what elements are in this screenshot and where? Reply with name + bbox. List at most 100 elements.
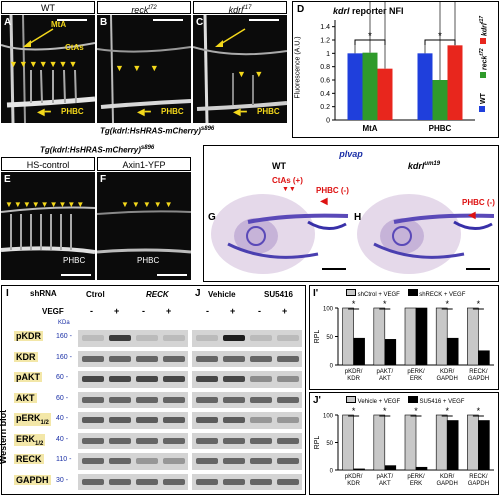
chart-d-title-rest: reporter NFI: [349, 6, 404, 16]
treat-7: -: [258, 306, 261, 316]
x-category-label: KDR/: [440, 474, 455, 480]
x-category-label: RECK/: [469, 474, 488, 480]
blot-band: [136, 396, 158, 403]
x-category-label: pKDR/: [345, 474, 363, 480]
panel-b-image: B ▼ ▼ ▼ PHBC ◀━: [97, 15, 191, 123]
blot-row-reck: RECK 110 -: [2, 451, 305, 472]
blot-band: [277, 396, 299, 403]
panel-f-title: Axin1-YFP: [97, 157, 191, 171]
bar: [478, 350, 490, 366]
scale-bar-g: [322, 268, 346, 270]
y-tick-label: 1.2: [320, 38, 330, 45]
legend-j-swatch-1: [346, 396, 356, 403]
panel-c-image: C ▼ ▼ PHBC ◀━: [193, 15, 287, 123]
significance-bracket: [424, 39, 456, 45]
panel-b-title-sup: t72: [148, 5, 157, 11]
treat-6: +: [230, 306, 236, 316]
blot-band: [136, 355, 158, 362]
scale-bar-h: [466, 268, 490, 270]
legend-kdrl: kdrlt17: [479, 16, 488, 44]
treat-3: -: [142, 306, 145, 316]
scale-bar-c: [249, 19, 279, 21]
phbc-arrow-icon: ◀━: [233, 107, 247, 118]
x-category-label: GAPDH: [437, 376, 458, 382]
blot-kda-value: 160 -: [56, 333, 72, 340]
blot-strip: [78, 391, 188, 408]
blot-band: [277, 417, 299, 424]
significance-star: *: [445, 406, 449, 416]
bar: [435, 307, 448, 366]
panel-e-title: HS-control: [1, 157, 95, 171]
x-category-label: GAPDH: [437, 481, 458, 487]
blot-protein-sub: 1/2: [35, 440, 44, 447]
mid-caption: Tg(kdrl:HsHRAS-mCherry)s896: [40, 145, 154, 155]
blot-kda-value: 160 -: [56, 353, 72, 361]
blot-band: [163, 335, 185, 342]
vessel-image-b: [97, 15, 191, 123]
significance-star: *: [352, 406, 356, 416]
blot-band: [196, 355, 218, 362]
bar-mta-2: [377, 68, 393, 120]
significance-star: *: [477, 299, 481, 309]
legend-j-label-1: Vehicle + VEGF: [357, 399, 401, 405]
blot-band: [196, 458, 218, 465]
mta-arrow-icon: [215, 28, 246, 47]
vessel-image-a: [1, 15, 95, 123]
blot-band: [223, 396, 245, 403]
ctas-plus-label: CtAs (+): [272, 176, 303, 185]
treat-2: +: [114, 306, 120, 316]
blot-strip: [192, 330, 302, 347]
mta-label: MtA: [51, 20, 67, 29]
blot-band: [136, 458, 158, 465]
blot-strip: [192, 473, 302, 490]
blot-band: [136, 478, 158, 485]
bar: [435, 414, 448, 471]
panel-letter-d: D: [297, 4, 305, 15]
insitu-title: plvap: [339, 149, 363, 159]
panel-c-title-sup: t17: [243, 5, 252, 11]
mta-arrow-icon: [23, 28, 54, 47]
bar-phbc-2: [447, 45, 463, 121]
blot-band: [109, 376, 131, 383]
blot-band: [223, 376, 245, 383]
scale-bar-a: [57, 19, 87, 21]
phbc-arrow-icon: ◀: [468, 210, 476, 221]
panel-letter-j: J: [195, 288, 201, 299]
blot-rows: pKDR 160 - KDR 160 - pAKT 60 - AKT 60 - pERK1/2 4…: [2, 328, 305, 494]
legend-i-label-2: shRECK + VEGF: [419, 292, 466, 298]
bar-mta-0: [347, 53, 363, 121]
y-tick-label: 100: [323, 307, 334, 313]
arrowheads-f: ▼▼▼▼▼: [121, 200, 176, 209]
panel-e: HS-control E ▼▼▼▼▼▼▼▼▼ PHBC: [1, 157, 95, 280]
legend-kdrl-text: kdrl: [481, 23, 489, 36]
ctas-arrowheads: ▼▼: [282, 186, 296, 193]
y-tick-label: 0.8: [320, 64, 330, 71]
significance-star: *: [414, 406, 418, 416]
bar: [467, 414, 479, 471]
bar: [467, 307, 479, 366]
blot-band: [250, 396, 272, 403]
blot-strip: [192, 391, 302, 408]
x-category-label: KDR/: [440, 369, 455, 375]
panel-c-title-text: kdrl: [228, 5, 244, 15]
bar: [415, 466, 428, 471]
panel-letter-i: I: [6, 288, 9, 299]
y-tick-label: 0: [330, 364, 334, 370]
panel-a-image: A MtA CtAs ▼▼▼▼▼▼▼ PHBC ◀━: [1, 15, 95, 123]
blot-protein-label: KDR: [14, 351, 38, 362]
panel-d: D kdrl reporter NFI 0 0.2 0.4 0.6 0.8 1 1.2 1.4…: [292, 1, 499, 138]
phbc-label-f: PHBC: [137, 256, 160, 265]
blot-strip: [78, 371, 188, 388]
mid-caption-text: Tg(kdrl:HsHRAS-mCherry): [40, 145, 141, 155]
bar: [353, 468, 365, 471]
x-category-label: AKT: [379, 481, 391, 487]
top-caption-text: Tg(kdrl:HsHRAS-mCherry): [100, 126, 201, 136]
treat-5: -: [206, 306, 209, 316]
blot-protein-label: pAKT: [14, 372, 42, 382]
x-category-label: AKT: [379, 376, 391, 382]
panel-e-image: E ▼▼▼▼▼▼▼▼▼ PHBC: [1, 172, 95, 280]
significance-star: *: [477, 406, 481, 416]
blot-band: [196, 417, 218, 424]
chart-i-svg: 0 50 100 RPL pKDR/KDR * pAKT/AKT * pERK/ERK KDR/G…: [314, 299, 494, 382]
blot-band: [277, 478, 299, 485]
